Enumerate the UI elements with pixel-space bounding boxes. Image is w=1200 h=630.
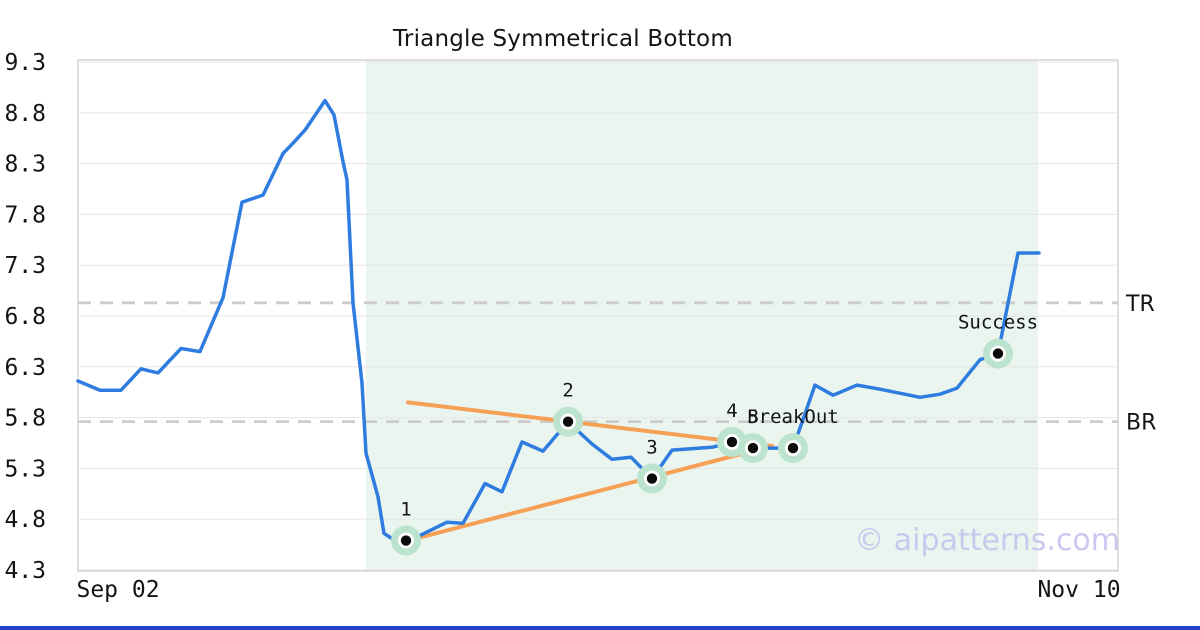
y-tick-label: 6.3 <box>4 355 46 381</box>
y-tick-label: 5.8 <box>4 406 46 432</box>
marker-dot <box>562 416 574 427</box>
marker-dot <box>992 348 1004 359</box>
x-tick-label: Nov 10 <box>1037 577 1120 603</box>
watermark: © aipatterns.com <box>854 523 1120 558</box>
y-tick-label: 8.3 <box>4 152 46 178</box>
marker-label-success: Success <box>958 312 1038 334</box>
marker-label-4: 4 <box>726 400 737 422</box>
marker-dot <box>787 442 799 454</box>
level-label-tr: TR <box>1125 292 1155 317</box>
marker-label-2: 2 <box>562 380 573 402</box>
marker-label-3: 3 <box>646 437 657 459</box>
price-line <box>76 98 1041 543</box>
marker-label-breakout: BreakOut <box>747 406 839 428</box>
y-tick-label: 9.3 <box>4 50 46 76</box>
marker-label-5: 5 <box>747 406 758 428</box>
marker-dot <box>747 442 759 454</box>
y-tick-label: 8.8 <box>4 101 46 127</box>
marker-dot <box>646 473 658 484</box>
y-tick-label: 7.8 <box>4 202 46 228</box>
bottom-accent-bar <box>0 626 1200 630</box>
chart-title: Triangle Symmetrical Bottom <box>393 26 733 52</box>
marker-dot <box>726 436 738 448</box>
trendline-lower <box>405 444 774 543</box>
y-tick-label: 4.3 <box>4 558 46 584</box>
marker-label-1: 1 <box>400 499 411 521</box>
y-tick-label: 7.3 <box>4 253 46 279</box>
plot-border <box>77 59 1119 572</box>
y-tick-label: 6.8 <box>4 304 46 330</box>
x-tick-label: Sep 02 <box>76 577 159 603</box>
pattern-shade-region <box>365 60 1039 571</box>
y-tick-label: 4.8 <box>4 507 46 533</box>
trendline-upper <box>405 400 774 449</box>
level-label-br: BR <box>1126 411 1156 436</box>
y-tick-label: 5.3 <box>4 456 46 482</box>
marker-dot <box>400 535 412 546</box>
